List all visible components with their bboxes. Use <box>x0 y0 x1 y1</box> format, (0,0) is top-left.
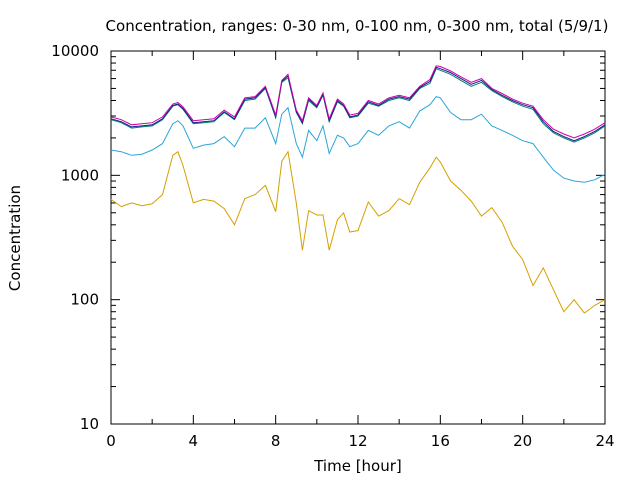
series-line-4 <box>110 66 606 142</box>
y-tick-label: 10000 <box>51 42 99 60</box>
x-axis-label: Time [hour] <box>313 457 402 475</box>
y-tick-label: 10 <box>80 415 99 433</box>
y-tick-label: 100 <box>70 291 99 309</box>
y-axis-label: Concentration <box>6 185 24 291</box>
tick-labels: 0 4 8 12 16 20 24 10 100 1000 10000 <box>51 42 614 450</box>
x-tick-label: 20 <box>513 432 532 450</box>
series-lines <box>110 65 606 314</box>
series-line-2 <box>110 96 606 183</box>
x-tick-label: 24 <box>595 432 614 450</box>
y-tick-label: 1000 <box>61 166 99 184</box>
x-tick-label: 8 <box>271 432 281 450</box>
axis-ticks <box>110 51 606 425</box>
x-tick-label: 12 <box>348 432 367 450</box>
series-line-1 <box>110 150 606 314</box>
series-line-5 <box>110 65 606 139</box>
x-tick-label: 4 <box>189 432 199 450</box>
chart-title: Concentration, ranges: 0-30 nm, 0-100 nm… <box>106 17 609 35</box>
x-tick-label: 16 <box>431 432 450 450</box>
x-tick-label: 0 <box>106 432 116 450</box>
